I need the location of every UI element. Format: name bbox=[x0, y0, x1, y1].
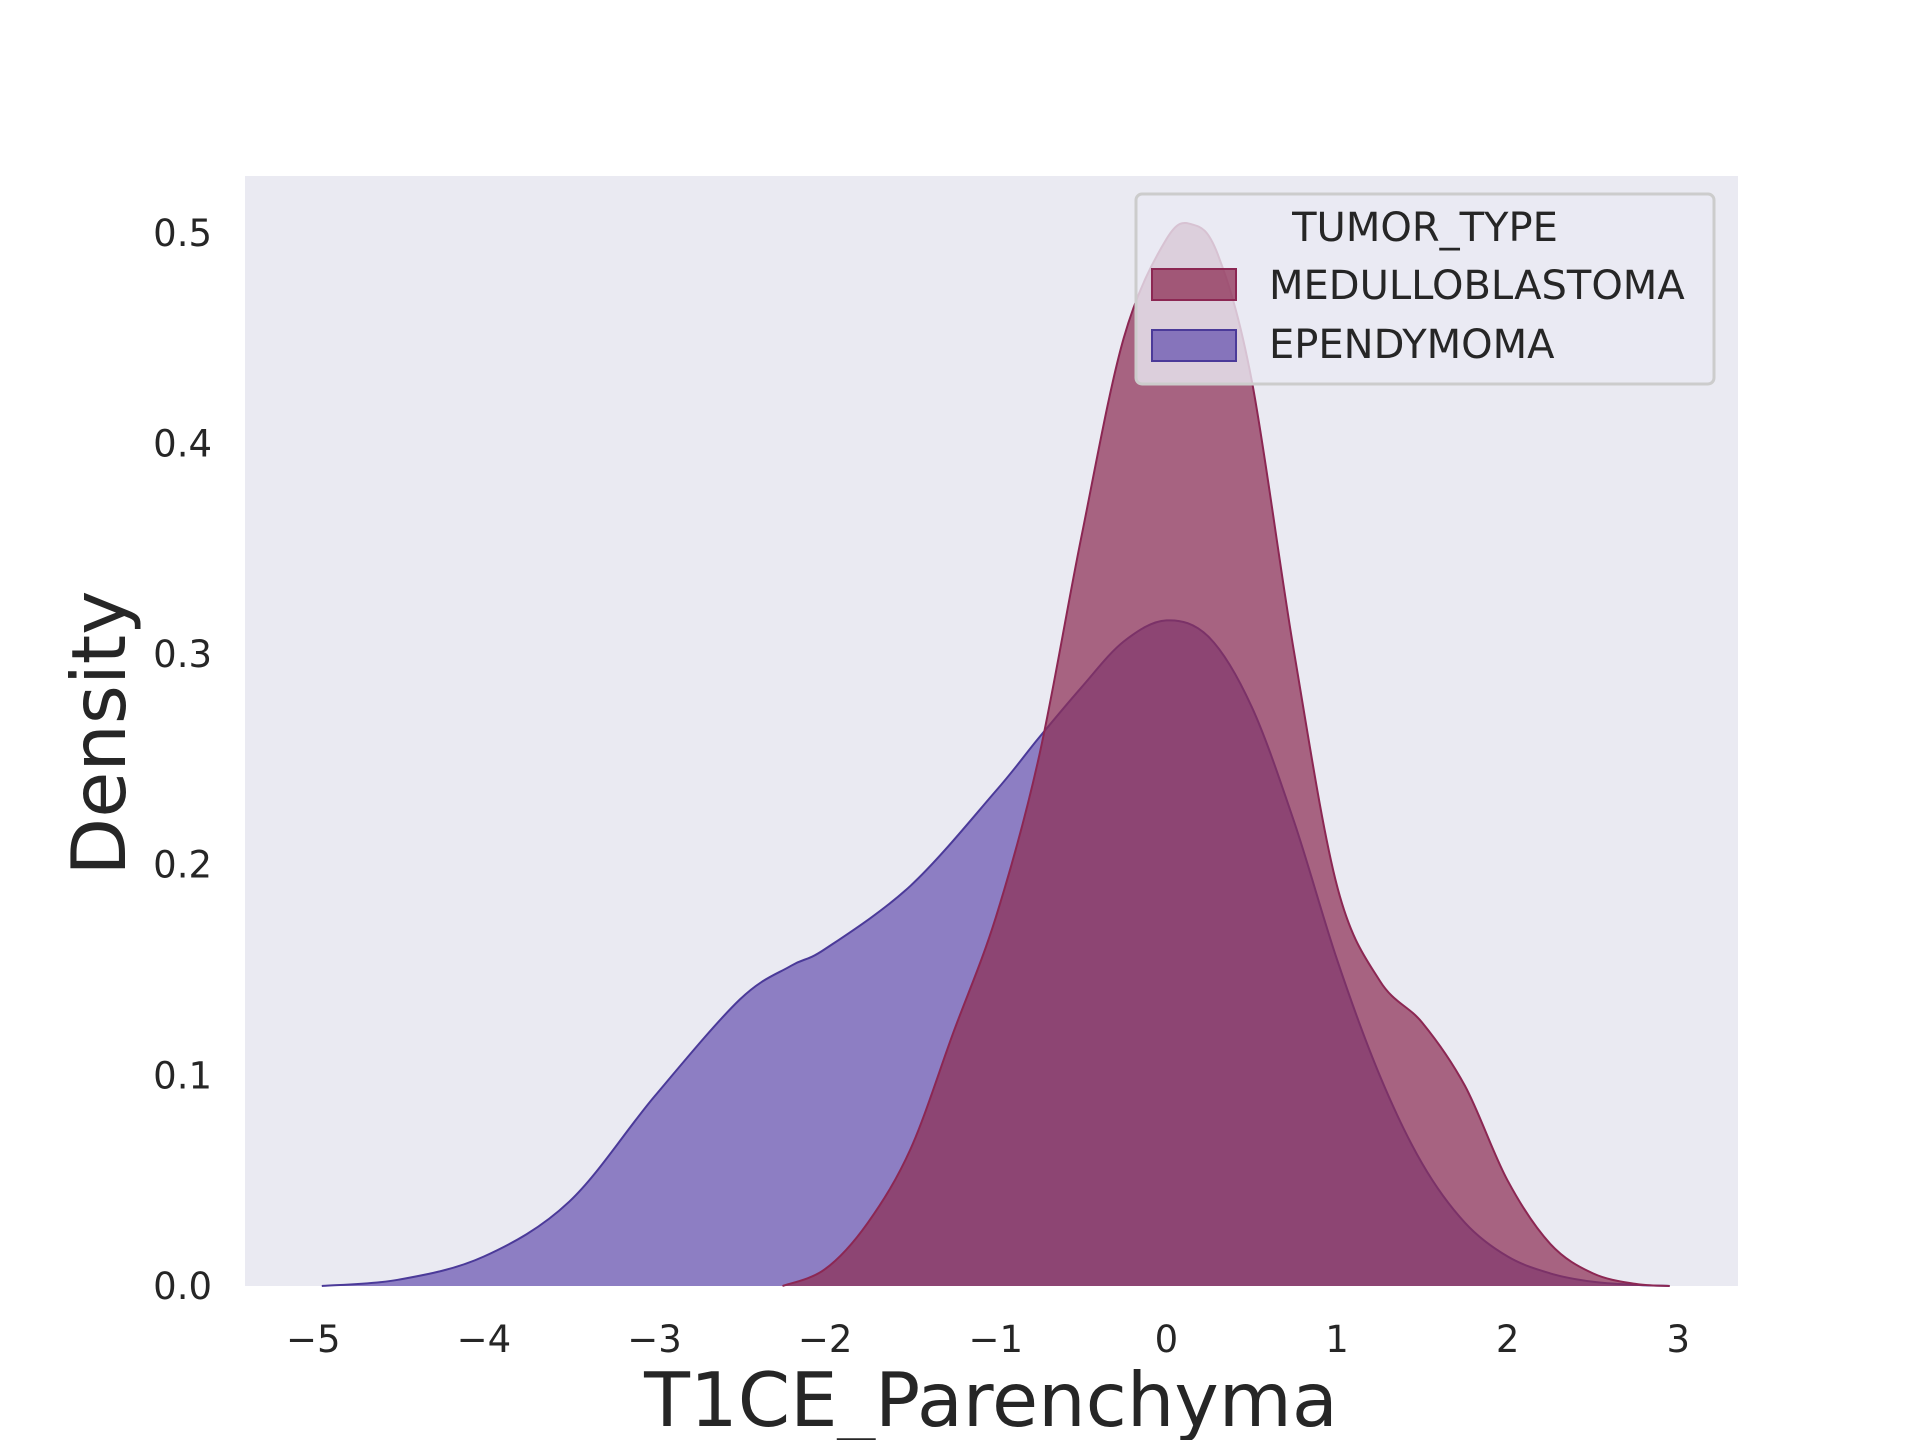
legend: TUMOR_TYPE MEDULLOBLASTOMA EPENDYMOMA bbox=[1134, 192, 1716, 386]
x-tick-label: −4 bbox=[457, 1318, 512, 1361]
x-tick-labels: −5 −4 −3 −2 −1 0 1 2 3 bbox=[286, 1318, 1690, 1361]
x-tick-label: 1 bbox=[1325, 1318, 1349, 1361]
x-tick-label: −1 bbox=[969, 1318, 1024, 1361]
legend-frame bbox=[1134, 192, 1716, 386]
x-tick-label: −5 bbox=[286, 1318, 341, 1361]
y-tick-label: 0.5 bbox=[153, 212, 212, 255]
legend-title: TUMOR_TYPE bbox=[1291, 205, 1558, 251]
x-tick-label: 3 bbox=[1667, 1318, 1691, 1361]
y-tick-label: 0.4 bbox=[153, 423, 212, 466]
x-tick-label: −2 bbox=[798, 1318, 853, 1361]
legend-swatch-ependymoma bbox=[1151, 329, 1237, 362]
legend-label-ependymoma: EPENDYMOMA bbox=[1269, 322, 1555, 368]
density-area-medulloblastoma bbox=[782, 222, 1670, 1287]
y-tick-label: 0.0 bbox=[153, 1265, 212, 1308]
x-tick-label: 0 bbox=[1155, 1318, 1179, 1361]
y-tick-label: 0.1 bbox=[153, 1054, 212, 1097]
y-tick-label: 0.3 bbox=[153, 633, 212, 676]
legend-swatch-medulloblastoma bbox=[1151, 268, 1237, 301]
legend-label-medulloblastoma: MEDULLOBLASTOMA bbox=[1269, 263, 1685, 309]
y-axis-title: Density bbox=[55, 590, 143, 875]
x-tick-label: 2 bbox=[1496, 1318, 1520, 1361]
x-tick-label: −3 bbox=[627, 1318, 682, 1361]
y-tick-label: 0.2 bbox=[153, 844, 212, 887]
y-tick-labels: 0.0 0.1 0.2 0.3 0.4 0.5 bbox=[153, 212, 212, 1308]
x-axis-title: T1CE_Parenchyma bbox=[643, 1356, 1338, 1440]
